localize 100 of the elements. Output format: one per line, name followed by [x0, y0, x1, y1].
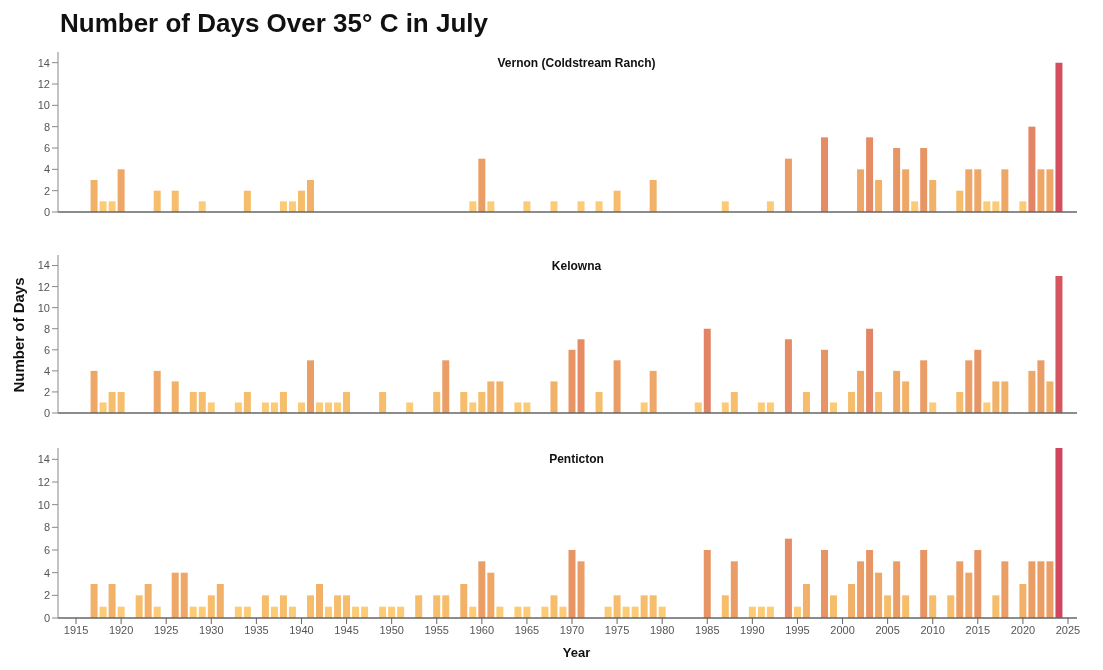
y-tick-label: 10: [37, 99, 50, 112]
bar: [343, 391, 351, 413]
bar: [821, 349, 828, 413]
y-tick-label: 12: [37, 475, 50, 488]
bar: [171, 572, 179, 618]
bar: [1055, 448, 1063, 618]
chart-title: Number of Days Over 35° C in July: [60, 8, 488, 38]
bar: [415, 595, 423, 618]
bar: [243, 391, 251, 413]
bar: [514, 402, 522, 413]
bar: [297, 402, 305, 413]
bar: [325, 402, 333, 413]
bar: [830, 595, 838, 618]
bar: [297, 190, 305, 212]
bar: [649, 180, 657, 212]
x-tick-label: 1985: [695, 623, 720, 636]
bar: [830, 402, 838, 413]
bar: [478, 158, 486, 212]
x-tick-label: 1980: [649, 623, 675, 636]
bar: [821, 137, 828, 212]
bar: [108, 391, 116, 413]
y-tick-label: 8: [43, 322, 50, 335]
bar: [108, 584, 116, 618]
bar: [703, 328, 711, 413]
bar: [550, 381, 558, 413]
bar: [487, 572, 495, 618]
bar: [721, 201, 729, 212]
bar: [1019, 201, 1027, 212]
bar: [929, 402, 937, 413]
x-tick-label: 1960: [469, 623, 495, 636]
bar: [911, 201, 919, 212]
bar: [956, 391, 964, 413]
y-tick-label: 0: [43, 406, 50, 419]
bar: [117, 169, 125, 212]
bar: [1001, 381, 1009, 413]
bar: [243, 190, 251, 212]
bar: [784, 538, 792, 618]
bar: [1001, 169, 1009, 212]
x-tick-label: 2025: [1055, 623, 1081, 636]
y-tick-label: 10: [37, 301, 50, 314]
bar: [334, 595, 342, 618]
y-axis-title: Number of Days: [9, 277, 27, 393]
bar: [279, 201, 287, 212]
bar: [171, 381, 179, 413]
y-tick-label: 6: [43, 343, 50, 356]
bar: [992, 595, 1000, 618]
x-tick-label: 1940: [289, 623, 314, 636]
bar: [595, 391, 603, 413]
bar: [821, 550, 828, 618]
bar: [757, 402, 765, 413]
bar: [956, 190, 964, 212]
y-tick-label: 2: [43, 385, 50, 398]
bar: [153, 370, 161, 413]
y-tick-label: 0: [43, 611, 50, 624]
bar: [974, 550, 982, 618]
bar: [595, 201, 603, 212]
bar: [90, 370, 98, 413]
bar: [974, 169, 982, 212]
bar: [316, 402, 323, 413]
bar: [442, 360, 450, 413]
x-tick-label: 1925: [153, 623, 179, 636]
bar: [875, 572, 883, 618]
bar: [198, 201, 206, 212]
bar: [270, 402, 278, 413]
bar: [568, 349, 576, 413]
bar: [766, 402, 774, 413]
chart-subtitle: Penticton: [549, 452, 604, 466]
bar: [992, 381, 1000, 413]
bar: [613, 360, 621, 413]
bar: [766, 201, 774, 212]
x-tick-label: 2005: [875, 623, 900, 636]
bar: [929, 180, 937, 212]
bar: [469, 402, 477, 413]
bar: [99, 402, 107, 413]
bar: [730, 561, 738, 618]
bar: [433, 391, 441, 413]
bar: [848, 391, 856, 413]
y-tick-label: 6: [43, 543, 50, 556]
bar: [920, 148, 928, 212]
bar: [802, 584, 810, 618]
x-tick-label: 1950: [379, 623, 404, 636]
bar: [848, 584, 856, 618]
x-tick-label: 1920: [108, 623, 134, 636]
bar: [929, 595, 937, 618]
bar: [1055, 62, 1063, 212]
bar: [974, 349, 982, 413]
bar: [433, 595, 441, 618]
x-tick-label: 1915: [63, 623, 89, 636]
bar: [90, 584, 98, 618]
bar: [1001, 561, 1009, 618]
x-tick-label: 1935: [244, 623, 269, 636]
bar: [496, 381, 504, 413]
x-tick-label: 2000: [830, 623, 855, 636]
bar: [577, 339, 585, 413]
bar: [487, 381, 495, 413]
bar: [902, 381, 910, 413]
bar: [1055, 276, 1063, 413]
bar: [171, 190, 179, 212]
bar: [1019, 584, 1027, 618]
x-tick-label: 1965: [514, 623, 540, 636]
